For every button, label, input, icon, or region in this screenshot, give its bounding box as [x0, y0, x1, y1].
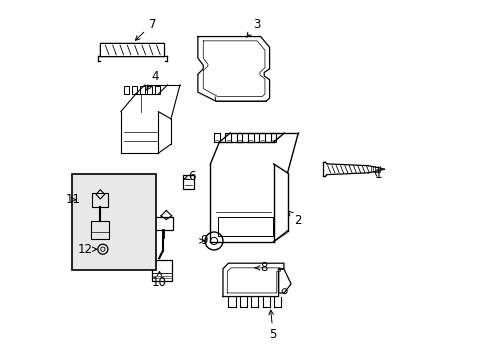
Bar	[236, 133, 242, 142]
Text: 9: 9	[199, 234, 208, 247]
Bar	[259, 133, 264, 142]
Bar	[132, 86, 137, 94]
Bar	[247, 133, 253, 142]
Bar	[91, 221, 109, 239]
Text: 11: 11	[65, 193, 81, 206]
Bar	[92, 193, 108, 207]
Bar	[217, 217, 273, 236]
Text: 7: 7	[135, 18, 156, 40]
Bar	[214, 133, 219, 142]
Bar	[147, 86, 152, 94]
Text: 4: 4	[146, 69, 159, 90]
Bar	[270, 133, 276, 142]
Text: 2: 2	[288, 211, 301, 227]
Text: 3: 3	[246, 18, 260, 37]
Text: 6: 6	[184, 170, 195, 183]
Bar	[152, 260, 171, 282]
Text: 10: 10	[152, 271, 166, 289]
Bar	[155, 86, 160, 94]
Bar	[72, 174, 156, 270]
Text: 1: 1	[374, 168, 381, 181]
Bar	[140, 86, 144, 94]
Bar	[124, 86, 129, 94]
Bar	[155, 217, 172, 230]
Text: 8: 8	[254, 261, 267, 274]
Bar	[225, 133, 231, 142]
Bar	[183, 175, 194, 189]
Text: 12: 12	[77, 243, 97, 256]
Text: 5: 5	[268, 310, 276, 341]
